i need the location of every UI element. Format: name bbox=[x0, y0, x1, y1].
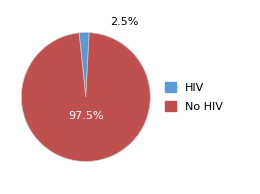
Text: 2.5%: 2.5% bbox=[110, 17, 139, 27]
Text: 97.5%: 97.5% bbox=[68, 111, 103, 121]
Wedge shape bbox=[79, 33, 89, 97]
Wedge shape bbox=[21, 33, 150, 161]
Legend: HIV, No HIV: HIV, No HIV bbox=[159, 76, 228, 118]
